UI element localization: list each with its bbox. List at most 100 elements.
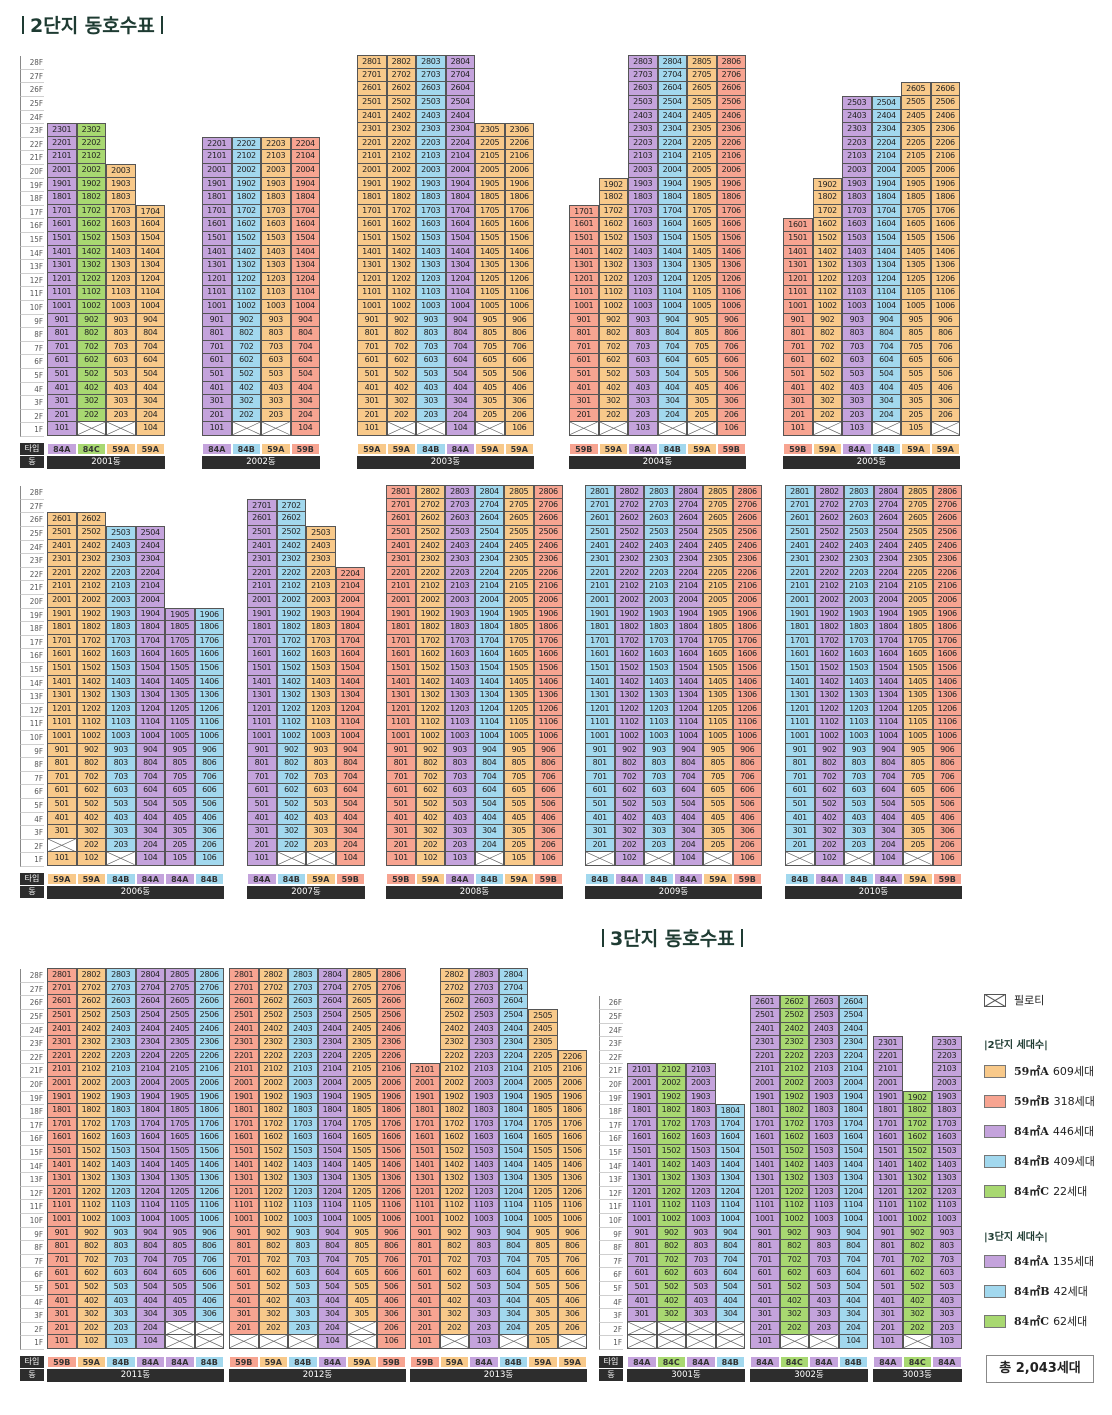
unit-cell: 301 — [202, 395, 232, 409]
unit-cell: 1904 — [290, 177, 320, 192]
unit-cell: 1401 — [47, 245, 77, 260]
floor-label: 19F — [20, 178, 44, 193]
unit-cell: 2003 — [445, 594, 475, 608]
unit-cell: 1802 — [415, 621, 445, 635]
unit-cell: 1702 — [812, 204, 842, 219]
unit-cell: 202 — [231, 408, 261, 423]
unit-cell: 2404 — [498, 1022, 528, 1037]
unit-cell: 1101 — [750, 1199, 780, 1213]
unit-cell: 404 — [135, 1294, 165, 1309]
unit-cell: 2304 — [871, 123, 901, 137]
unit-cell: 2702 — [415, 498, 445, 513]
unit-cell: 302 — [76, 825, 106, 839]
unit-cell: 605 — [475, 354, 505, 368]
unit-cell: 2302 — [614, 553, 644, 567]
unit-cell: 104 — [290, 422, 320, 436]
unit-cell: 202 — [76, 408, 106, 423]
unit-cell: 406 — [194, 811, 224, 826]
unit-cell: 2105 — [903, 580, 933, 594]
unit-cell: 1003 — [416, 300, 446, 314]
unit-cell: 1103 — [106, 716, 136, 730]
unit-cell: 1901 — [47, 177, 77, 192]
unit-cell: 304 — [317, 1308, 347, 1322]
unit-cell: 504 — [498, 1281, 528, 1295]
total-households: 총 2,043세대 — [986, 1355, 1094, 1383]
unit-cell: 1204 — [135, 702, 165, 717]
unit-cell: 606 — [504, 354, 534, 368]
unit-cell: 1804 — [317, 1104, 347, 1118]
unit-cell: 2601 — [785, 512, 815, 526]
unit-cell: 2004 — [335, 594, 365, 608]
unit-cell: 505 — [475, 368, 505, 382]
unit-cell: 1901 — [410, 1090, 440, 1105]
unit-cell: 1506 — [716, 232, 746, 246]
unit-cell: 904 — [135, 743, 165, 758]
unit-cell: 2104 — [290, 150, 320, 164]
unit-cell: 303 — [445, 825, 475, 839]
unit-cell: 1202 — [415, 702, 445, 717]
legend-complex-3-title: |3단지 세대수| — [984, 1232, 1048, 1243]
floor-label: 7F — [20, 341, 44, 356]
unit-cell: 1303 — [106, 689, 136, 703]
unit-cell: 2003 — [842, 164, 872, 178]
unit-cell: 1501 — [783, 232, 813, 246]
unit-cell: 501 — [873, 1281, 903, 1295]
unit-cell: 304 — [871, 395, 901, 409]
unit-cell: 401 — [873, 1294, 903, 1309]
unit-cell: 1604 — [445, 218, 475, 232]
unit-cell: 2002 — [231, 164, 261, 178]
unit-cell: 701 — [229, 1253, 259, 1268]
unit-cell: 402 — [656, 1294, 686, 1309]
unit-cell: 702 — [779, 1253, 809, 1268]
unit-cell: 1503 — [809, 1145, 839, 1159]
unit-cell: 601 — [202, 354, 232, 368]
unit-cell: 2703 — [106, 981, 136, 996]
unit-cell: 502 — [276, 798, 306, 812]
unit-cell: 505 — [504, 798, 534, 812]
floor-label: 15F — [599, 1146, 623, 1160]
unit-cell: 404 — [445, 381, 475, 396]
unit-cell: 2106 — [533, 580, 563, 594]
unit-cell: 1105 — [347, 1199, 377, 1213]
type-cell: 59A — [357, 443, 387, 455]
unit-cell: 501 — [247, 798, 277, 812]
unit-cell: 1102 — [779, 1199, 809, 1213]
pilotis-cell — [569, 422, 599, 436]
unit-cell: 604 — [873, 784, 903, 798]
unit-cell: 505 — [687, 368, 717, 382]
unit-cell: 2403 — [288, 1022, 318, 1037]
unit-cell: 1306 — [716, 259, 746, 273]
type-cell: 59A — [106, 443, 136, 455]
unit-cell: 2202 — [779, 1049, 809, 1064]
unit-cell: 1002 — [902, 1213, 932, 1227]
unit-cell: 503 — [844, 798, 874, 812]
pilotis-cell — [715, 1335, 745, 1349]
unit-cell: 1104 — [445, 286, 475, 300]
unit-cell: 306 — [930, 395, 960, 409]
unit-cell: 1702 — [276, 634, 306, 649]
unit-cell: 1406 — [932, 675, 962, 690]
unit-cell: 606 — [194, 1267, 224, 1281]
unit-cell: 1205 — [504, 702, 534, 717]
unit-cell: 2502 — [276, 526, 306, 540]
unit-cell: 2604 — [657, 82, 687, 96]
unit-cell: 2504 — [135, 1009, 165, 1023]
unit-cell: 802 — [902, 1240, 932, 1254]
floor-label: 12F — [20, 1186, 44, 1201]
unit-cell: 2504 — [871, 96, 901, 110]
unit-cell: 1101 — [783, 286, 813, 300]
unit-cell: 2203 — [932, 1049, 962, 1064]
unit-cell: 2802 — [415, 485, 445, 499]
unit-cell: 1203 — [445, 702, 475, 717]
unit-cell: 1806 — [376, 1104, 406, 1118]
unit-cell: 2501 — [785, 526, 815, 540]
unit-cell: 504 — [838, 1281, 868, 1295]
unit-cell: 2201 — [47, 1049, 77, 1064]
unit-cell: 1801 — [47, 1104, 77, 1118]
unit-cell: 2201 — [785, 566, 815, 581]
unit-cell: 1404 — [873, 675, 903, 690]
unit-cell: 2105 — [347, 1063, 377, 1077]
unit-cell: 1502 — [231, 232, 261, 246]
unit-cell: 1204 — [715, 1185, 745, 1200]
floor-label: 15F — [20, 663, 44, 677]
